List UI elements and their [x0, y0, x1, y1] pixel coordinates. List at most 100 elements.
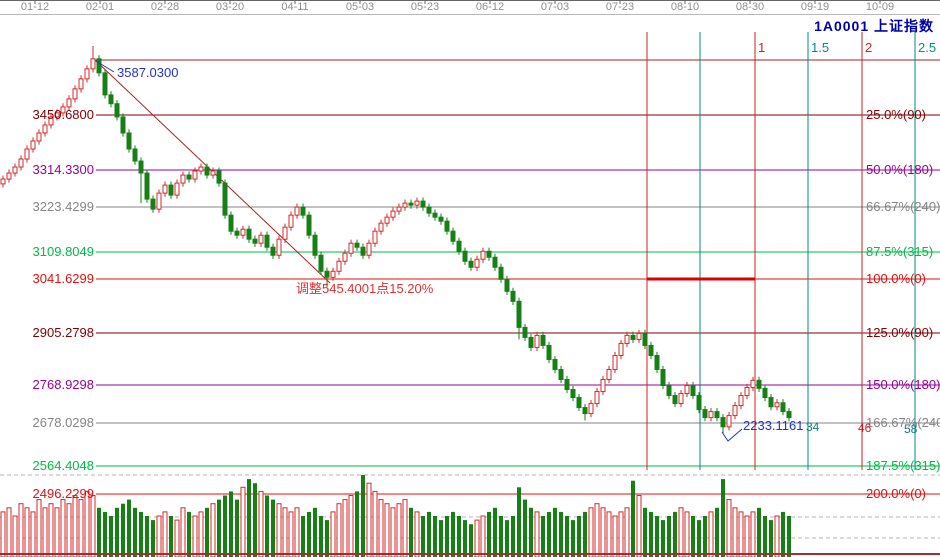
vertical-marker-label[interactable]: 2.5 [918, 40, 936, 55]
candle-body [126, 132, 132, 150]
volume-bar [649, 511, 653, 557]
candle-body [216, 170, 222, 184]
annotation-leader-line[interactable] [95, 60, 115, 73]
candle-body [420, 200, 426, 208]
volume-bar [643, 507, 647, 557]
candle-body [486, 250, 492, 258]
annotation-leader-line[interactable] [721, 428, 743, 442]
volume-bar [97, 507, 101, 557]
volume-bar [84, 490, 90, 557]
candle-body [570, 389, 576, 399]
volume-bar [258, 490, 264, 557]
annotation-low-price[interactable]: 2233.1161 [743, 418, 804, 433]
candle-body [72, 88, 78, 100]
volume-bar [169, 516, 173, 557]
price-level-label: 3450.6800 [33, 107, 94, 122]
candle-body [300, 206, 306, 216]
volume-bar [732, 507, 738, 557]
volume-bar [499, 516, 503, 557]
volume-bar [384, 503, 390, 557]
candle-body [390, 210, 396, 218]
candle-body [738, 395, 744, 407]
volume-bar [121, 503, 125, 557]
candle-body [348, 242, 354, 254]
date-label: 05-23 [410, 1, 440, 13]
fib-pct-label: 25.0%(90) [866, 107, 926, 122]
candle-body [324, 270, 330, 278]
annotation-count-58[interactable]: 58 [904, 422, 918, 436]
annotation-count-46[interactable]: 46 [858, 421, 872, 435]
volume-bar [606, 511, 612, 557]
vertical-marker-label[interactable]: 1 [758, 40, 765, 55]
annotation-count-34[interactable]: 34 [806, 420, 820, 434]
volume-bar [583, 511, 587, 557]
volume-bar [553, 507, 557, 557]
volume-bar [210, 503, 216, 557]
candle-body [534, 334, 540, 348]
volume-bar [282, 507, 288, 557]
date-axis: 01-12 02-01 02-28 03-20 04-11 05-03 05-23 06-12… [0, 0, 940, 14]
candle-body [426, 206, 432, 214]
volume-bar [336, 503, 342, 557]
price-level-label: 2768.9298 [33, 377, 94, 392]
volume-bar [294, 507, 300, 557]
volume-bar [288, 511, 294, 557]
candle-body [288, 214, 294, 228]
candle-body [444, 220, 450, 232]
date-label: 04-11 [281, 1, 309, 13]
volume-bar [265, 495, 269, 557]
volume-bar [421, 516, 425, 557]
candle-body [786, 411, 792, 419]
candle-body [258, 234, 264, 244]
candle-body [630, 334, 636, 340]
candle-body [150, 198, 156, 210]
volume-bar [247, 479, 251, 557]
candle-body [354, 242, 360, 248]
candle-body [504, 278, 510, 292]
volume-bar [66, 503, 72, 557]
instrument-title: 1A0001 上证指数 [814, 18, 934, 34]
volume-bar [457, 516, 461, 557]
volume-bar [180, 507, 186, 557]
candle-body [618, 342, 624, 356]
date-label: 10-09 [865, 1, 895, 13]
volume-bar [757, 507, 761, 557]
volume-bar [469, 524, 473, 557]
candle-body [726, 415, 732, 428]
candle-body [714, 411, 720, 419]
candle-body [114, 103, 120, 118]
volume-bar [631, 480, 635, 557]
volume-bar [781, 511, 785, 557]
volume-bar [673, 511, 677, 557]
volume-bar [517, 487, 521, 557]
volume-bar [474, 519, 480, 557]
volume-bar [433, 516, 437, 557]
candle-body [414, 200, 420, 206]
candle-body [498, 266, 504, 280]
candle-body [132, 148, 138, 162]
annotation-adjustment[interactable]: 调整545.4001点15.20% [296, 281, 434, 296]
candle-body [432, 212, 438, 218]
volume-bar [529, 507, 533, 557]
date-label: 07-03 [540, 1, 570, 13]
candle-body [624, 334, 630, 344]
volume-bar [90, 495, 96, 557]
candle-body [474, 258, 480, 268]
candle-body [480, 250, 486, 260]
fib-pct-label: 87.5%(315) [866, 244, 933, 259]
vertical-marker-label[interactable]: 1.5 [811, 40, 829, 55]
candle-body [84, 68, 90, 80]
volume-bar [325, 520, 329, 557]
candle-body [276, 238, 282, 256]
vertical-marker-label[interactable]: 2 [865, 40, 872, 55]
candle-body [774, 402, 780, 408]
volume-bar [787, 516, 791, 557]
volume-bar [559, 511, 563, 557]
volume-bar [493, 507, 497, 557]
annotation-peak-price[interactable]: 3587.0300 [117, 65, 178, 80]
volume-bar [402, 499, 408, 557]
volume-bar [565, 516, 569, 557]
volume-bar [684, 511, 690, 557]
volume-bar [30, 511, 36, 557]
